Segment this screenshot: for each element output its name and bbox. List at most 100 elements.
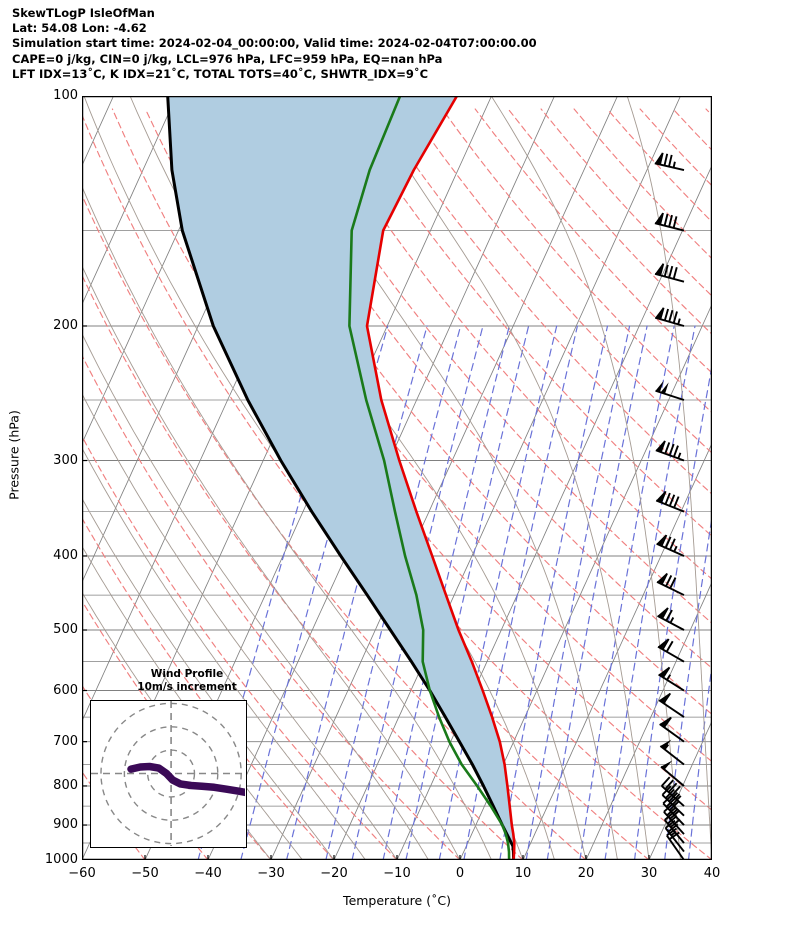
barb-full <box>673 445 679 458</box>
barb-flag <box>655 307 663 319</box>
barb-shaft <box>659 723 685 743</box>
y-tick-label: 800 <box>53 777 78 793</box>
isotherm-line <box>585 581 712 860</box>
y-tick-label: 400 <box>53 547 78 563</box>
isotherm-line <box>459 303 712 860</box>
x-tick-label: −40 <box>194 866 222 881</box>
barb-full <box>659 263 665 276</box>
barb-half <box>677 318 681 325</box>
mixing-ratio-line <box>382 325 510 860</box>
dry-adiabat-line <box>309 108 712 580</box>
barb-full <box>668 214 673 228</box>
wind-profile-title: Wind Profile 10m/s increment <box>107 668 267 694</box>
wind-barb <box>655 490 685 513</box>
dry-adiabat-line <box>243 108 712 669</box>
barb-full <box>660 573 668 585</box>
y-tick-label: 1000 <box>44 852 78 867</box>
barb-full <box>672 216 678 229</box>
wind-profile-title-line1: Wind Profile <box>150 668 224 680</box>
wind-barb <box>660 760 685 787</box>
moist-adiabat-line <box>82 545 303 860</box>
isotherm-line <box>270 96 618 860</box>
wind-barb <box>654 307 685 327</box>
barb-shaft <box>658 699 685 718</box>
barb-full <box>664 779 674 790</box>
barb-flag <box>655 263 663 276</box>
y-tick-label: 300 <box>53 452 78 468</box>
x-axis-label: Temperature (˚C) <box>343 893 451 908</box>
y-tick-label: 700 <box>53 733 78 749</box>
x-tick-label: 30 <box>640 866 658 881</box>
dry-adiabat-line <box>408 108 712 454</box>
barb-full <box>668 265 674 278</box>
mixing-ratio-line <box>579 325 675 860</box>
barb-full <box>668 494 676 507</box>
wind-barb <box>659 739 685 766</box>
barb-full <box>660 534 668 547</box>
dry-adiabat-line <box>375 108 712 495</box>
hodograph-canvas <box>91 701 252 846</box>
barb-full <box>667 782 678 793</box>
barb-full <box>659 152 664 165</box>
wind-barb <box>656 534 685 557</box>
barb-full <box>661 638 670 650</box>
barb-full <box>663 213 669 226</box>
y-tick-label: 500 <box>53 622 78 637</box>
barb-flag <box>656 534 666 546</box>
barb-half <box>669 617 675 624</box>
dry-adiabat-line <box>82 517 335 860</box>
x-tick-label: 20 <box>577 866 595 881</box>
x-tick-label: −30 <box>257 866 285 881</box>
moist-adiabat-line <box>361 96 650 860</box>
barb-flag <box>655 440 665 452</box>
mixing-ratio-line <box>604 325 696 860</box>
barb-flag <box>654 212 663 225</box>
y-tick-label: 100 <box>53 88 78 103</box>
mixing-ratio-line <box>633 362 712 860</box>
isotherm-line <box>648 719 712 860</box>
hodograph-ring <box>146 749 196 798</box>
moist-adiabat-line <box>262 96 618 860</box>
barb-full <box>665 575 673 587</box>
x-tick-label: 0 <box>455 866 465 881</box>
barb-full <box>665 640 674 653</box>
wind-barb <box>654 152 685 171</box>
barb-flag <box>659 717 671 727</box>
mixing-ratio-line <box>525 325 631 860</box>
barb-full <box>668 831 680 840</box>
wind-barb <box>660 776 685 807</box>
barb-half <box>677 452 682 459</box>
barb-full <box>672 311 678 324</box>
x-tick-label: −50 <box>131 866 159 881</box>
moist-adiabat-line <box>82 447 366 860</box>
wind-barb <box>655 440 685 462</box>
barb-flag <box>660 739 672 749</box>
mixing-ratio-line <box>499 325 609 860</box>
barb-flag <box>657 607 668 619</box>
wind-profile-title-line2: 10m/s increment <box>137 681 237 693</box>
barb-shaft <box>658 673 685 692</box>
barb-shaft <box>664 827 685 853</box>
wind-barb <box>654 263 685 283</box>
barb-shaft <box>660 765 685 787</box>
barb-flag <box>658 666 669 678</box>
barb-full <box>662 692 672 704</box>
y-tick-label: 900 <box>53 817 78 833</box>
barb-flag <box>661 760 673 770</box>
wind-barb <box>658 666 685 692</box>
dry-adiabat-line <box>441 108 712 414</box>
barb-full <box>663 716 672 728</box>
barb-half <box>672 161 676 168</box>
barb-shaft <box>661 794 685 817</box>
y-tick-label: 600 <box>53 682 78 698</box>
barb-full <box>664 442 671 455</box>
barb-half <box>672 808 678 815</box>
barb-shaft <box>666 834 685 860</box>
x-tick-label: −60 <box>68 866 96 881</box>
dry-adiabat-line <box>276 108 712 624</box>
dry-adiabat-line <box>82 435 398 860</box>
moist-adiabat-line <box>82 392 398 860</box>
barb-full <box>672 267 678 280</box>
barb-full <box>669 577 677 589</box>
barb-flag <box>655 380 664 393</box>
